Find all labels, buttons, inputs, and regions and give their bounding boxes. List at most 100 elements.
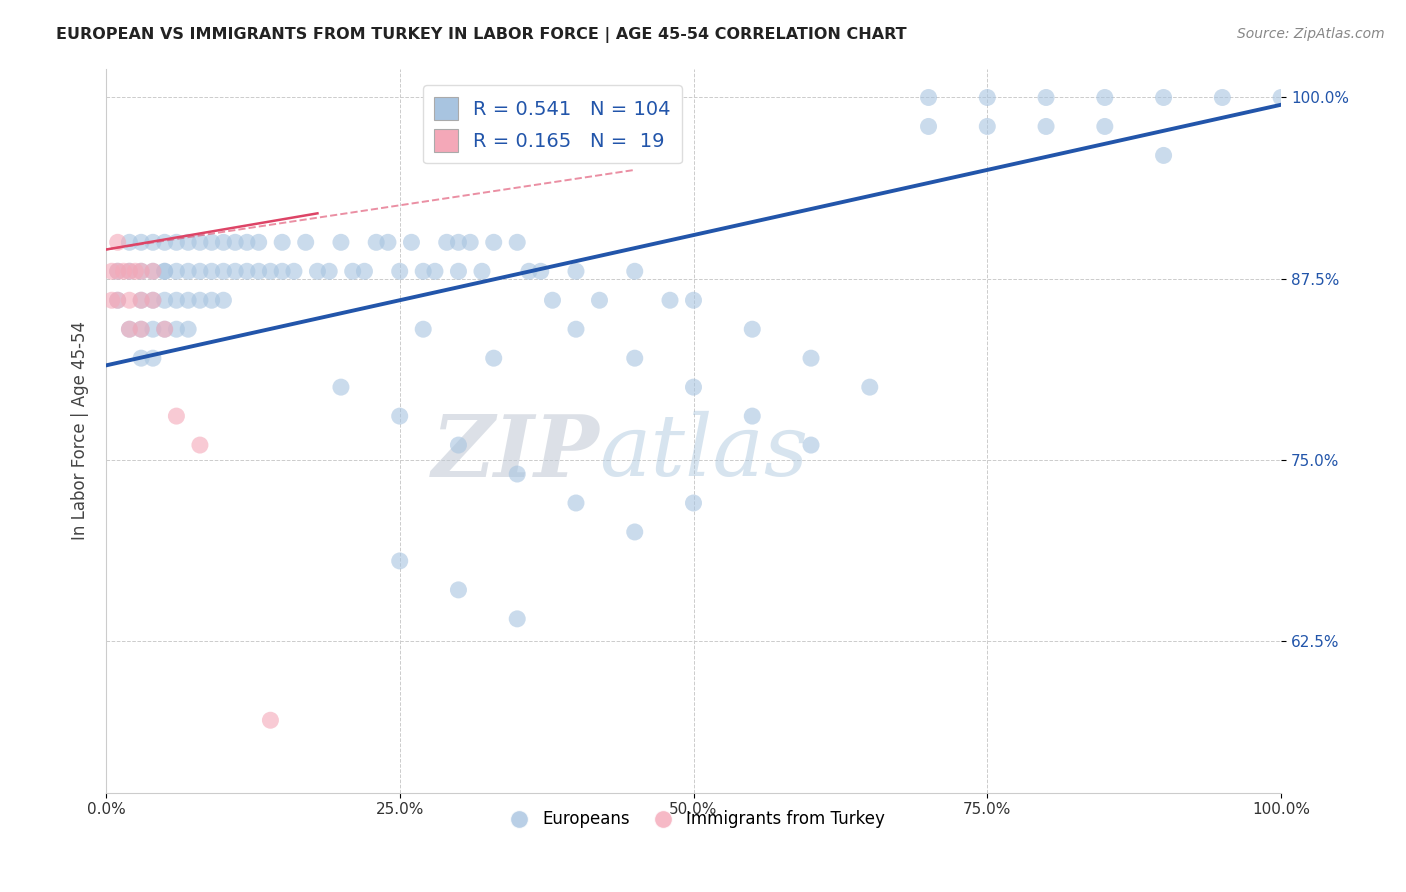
Point: [447, 264, 470, 278]
Point: [224, 235, 246, 250]
Point: [112, 264, 135, 278]
Point: [623, 264, 645, 278]
Point: [177, 264, 200, 278]
Point: [142, 235, 165, 250]
Point: [388, 264, 411, 278]
Point: [129, 293, 152, 308]
Point: [565, 322, 588, 336]
Point: [153, 264, 176, 278]
Point: [366, 235, 388, 250]
Point: [118, 322, 141, 336]
Point: [153, 235, 176, 250]
Text: ZIP: ZIP: [432, 410, 599, 494]
Point: [565, 264, 588, 278]
Point: [188, 264, 211, 278]
Point: [506, 612, 529, 626]
Point: [623, 524, 645, 539]
Point: [1094, 120, 1116, 134]
Point: [124, 264, 146, 278]
Point: [153, 322, 176, 336]
Point: [401, 235, 423, 250]
Point: [153, 322, 176, 336]
Point: [917, 120, 939, 134]
Point: [329, 380, 352, 394]
Legend: Europeans, Immigrants from Turkey: Europeans, Immigrants from Turkey: [495, 804, 891, 835]
Point: [388, 554, 411, 568]
Point: [859, 380, 882, 394]
Point: [1153, 90, 1175, 104]
Point: [329, 235, 352, 250]
Point: [741, 322, 763, 336]
Point: [236, 264, 259, 278]
Point: [129, 293, 152, 308]
Point: [353, 264, 375, 278]
Point: [565, 496, 588, 510]
Point: [247, 235, 270, 250]
Point: [271, 264, 294, 278]
Point: [271, 235, 294, 250]
Point: [142, 264, 165, 278]
Point: [129, 264, 152, 278]
Point: [212, 264, 235, 278]
Point: [118, 293, 141, 308]
Point: [447, 582, 470, 597]
Point: [1035, 90, 1057, 104]
Point: [517, 264, 540, 278]
Point: [1270, 90, 1292, 104]
Point: [224, 264, 246, 278]
Point: [165, 322, 187, 336]
Point: [436, 235, 458, 250]
Point: [129, 235, 152, 250]
Point: [142, 322, 165, 336]
Point: [142, 293, 165, 308]
Point: [800, 351, 823, 366]
Point: [165, 264, 187, 278]
Point: [129, 322, 152, 336]
Point: [118, 322, 141, 336]
Point: [682, 496, 704, 510]
Point: [212, 293, 235, 308]
Point: [247, 264, 270, 278]
Text: Source: ZipAtlas.com: Source: ZipAtlas.com: [1237, 27, 1385, 41]
Point: [118, 264, 141, 278]
Point: [212, 235, 235, 250]
Point: [177, 322, 200, 336]
Point: [107, 293, 129, 308]
Point: [1153, 148, 1175, 162]
Point: [388, 409, 411, 423]
Point: [682, 380, 704, 394]
Point: [412, 322, 434, 336]
Point: [800, 438, 823, 452]
Point: [107, 264, 129, 278]
Point: [471, 264, 494, 278]
Point: [188, 235, 211, 250]
Point: [177, 293, 200, 308]
Point: [107, 264, 129, 278]
Point: [177, 235, 200, 250]
Point: [259, 713, 281, 727]
Point: [307, 264, 329, 278]
Point: [377, 235, 399, 250]
Point: [1094, 90, 1116, 104]
Point: [165, 293, 187, 308]
Point: [101, 293, 124, 308]
Point: [129, 322, 152, 336]
Point: [412, 264, 434, 278]
Point: [107, 293, 129, 308]
Point: [1211, 90, 1233, 104]
Point: [741, 409, 763, 423]
Point: [101, 264, 124, 278]
Point: [659, 293, 682, 308]
Point: [447, 235, 470, 250]
Point: [588, 293, 610, 308]
Point: [118, 235, 141, 250]
Point: [107, 235, 129, 250]
Y-axis label: In Labor Force | Age 45-54: In Labor Force | Age 45-54: [72, 321, 89, 540]
Point: [976, 90, 998, 104]
Point: [165, 409, 187, 423]
Point: [318, 264, 340, 278]
Point: [623, 351, 645, 366]
Point: [142, 293, 165, 308]
Point: [165, 235, 187, 250]
Point: [423, 264, 446, 278]
